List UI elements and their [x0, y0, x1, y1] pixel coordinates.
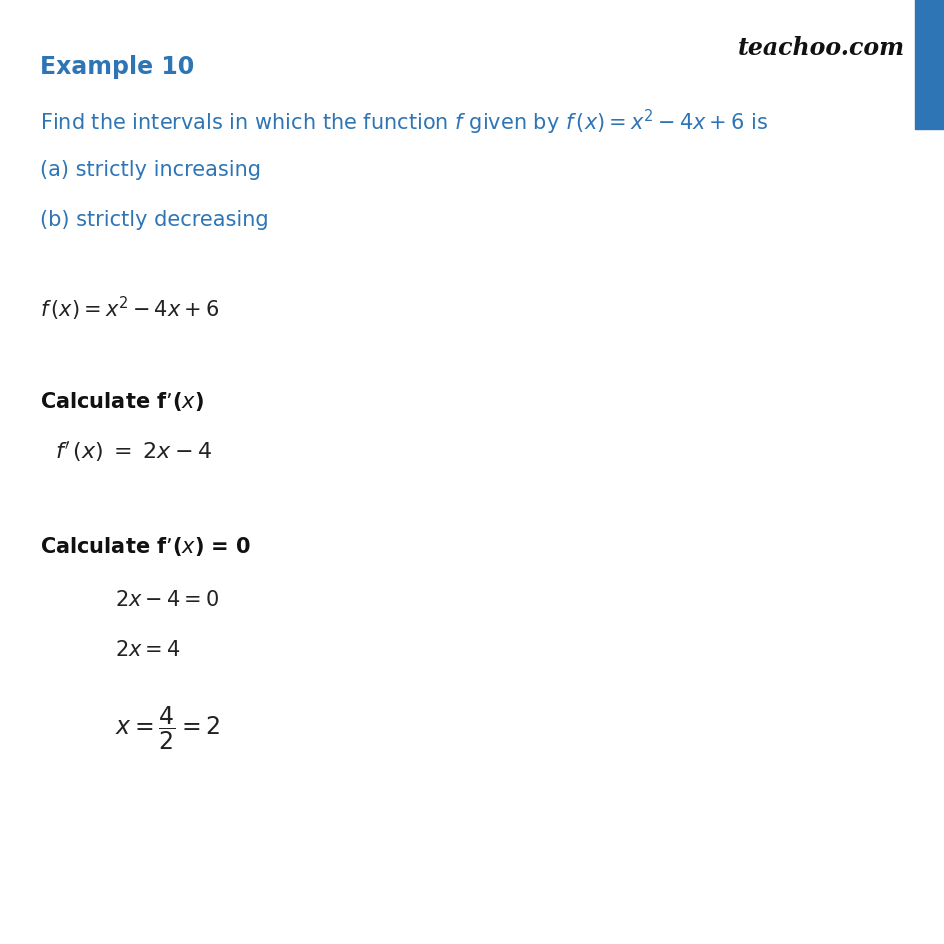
Text: (a) strictly increasing: (a) strictly increasing: [40, 160, 261, 179]
Text: Example 10: Example 10: [40, 55, 194, 79]
Text: $f^{\prime}\,(x)\; =\; 2x - 4$: $f^{\prime}\,(x)\; =\; 2x - 4$: [55, 440, 212, 464]
Text: Calculate f’($x$): Calculate f’($x$): [40, 390, 204, 413]
Text: $f\,(x) = x^2 - 4x + 6$: $f\,(x) = x^2 - 4x + 6$: [40, 295, 219, 323]
Text: (b) strictly decreasing: (b) strictly decreasing: [40, 210, 268, 229]
Text: $2x = 4$: $2x = 4$: [115, 639, 180, 659]
Text: Calculate f’($x$) = 0: Calculate f’($x$) = 0: [40, 534, 251, 557]
Text: $x = \dfrac{4}{2} = 2$: $x = \dfrac{4}{2} = 2$: [115, 704, 220, 751]
Text: $2x - 4 = 0$: $2x - 4 = 0$: [115, 589, 219, 610]
Text: teachoo.com: teachoo.com: [737, 36, 904, 59]
Text: Find the intervals in which the function $f$ given by $f\,(x) = x^2 - 4x + 6$ is: Find the intervals in which the function…: [40, 108, 767, 137]
Bar: [914, 0, 944, 130]
